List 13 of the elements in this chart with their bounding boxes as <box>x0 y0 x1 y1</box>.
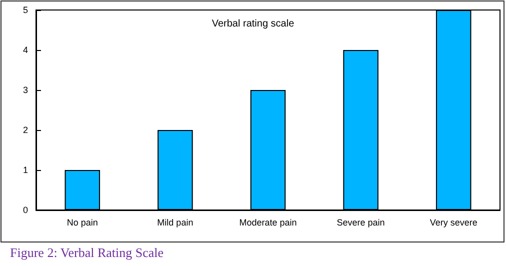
x-tick-label: Mild pain <box>157 218 194 228</box>
text: Verbal rating scale <box>212 18 295 30</box>
y-tick-label: 1 <box>22 165 28 175</box>
caption: Figure 2: Verbal Rating Scale <box>10 245 164 260</box>
y-tick-label: 0 <box>22 205 28 215</box>
y-tick-label: 2 <box>22 125 28 135</box>
x-tick-label: Severe pain <box>336 218 385 228</box>
x-tick-label: Very severe <box>430 218 478 228</box>
x-tick-label: Moderate pain <box>239 218 297 228</box>
y-tick-label: 5 <box>22 5 28 15</box>
x-tick-label: No pain <box>66 218 98 228</box>
y-tick-label: 4 <box>22 45 28 55</box>
y-tick-label: 3 <box>22 85 28 95</box>
